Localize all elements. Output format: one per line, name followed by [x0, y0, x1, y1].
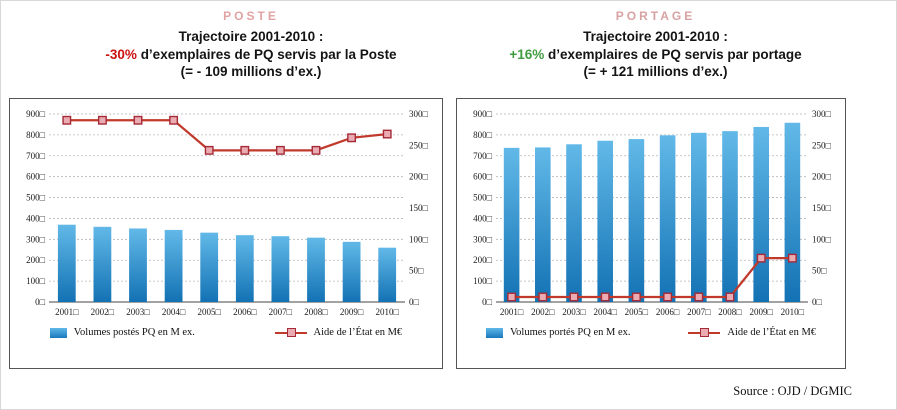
svg-text:700□: 700□ [26, 151, 46, 161]
poste-legend-aide-label: Aide de l’État en M€ [313, 327, 403, 338]
svg-text:500□: 500□ [473, 193, 493, 203]
svg-text:100□: 100□ [409, 234, 429, 244]
poste-percent-value: -30% [105, 46, 137, 62]
svg-text:50□: 50□ [409, 266, 424, 276]
svg-text:2001□: 2001□ [55, 307, 79, 317]
svg-text:800□: 800□ [26, 130, 46, 140]
svg-text:800□: 800□ [473, 130, 493, 140]
poste-trajectory-line: Trajectoire 2001-2010 : [178, 29, 324, 44]
svg-text:2004□: 2004□ [593, 307, 617, 317]
svg-text:200□: 200□ [812, 172, 832, 182]
poste-legend-aide: Aide de l’État en M€ [274, 327, 403, 338]
poste-percent-line: -30% d’exemplaires de PQ servis par la P… [56, 46, 446, 64]
svg-text:2010□: 2010□ [375, 307, 399, 317]
portage-percent-desc: d’exemplaires de PQ servis par portage [544, 46, 802, 62]
portage-chart-panel: 0□ 100□ 200□ 300□ 400□ 500□ 600□ 700□ 800□ 900□ 0□… [456, 98, 846, 369]
svg-text:300□: 300□ [812, 109, 832, 119]
svg-text:0□: 0□ [409, 297, 420, 307]
poste-legend-volumes: Volumes postés PQ en M ex. [49, 327, 195, 338]
portage-legend-aide-label: Aide de l’État en M€ [727, 327, 817, 338]
svg-text:50□: 50□ [812, 266, 827, 276]
portage-trajectory-line: Trajectoire 2001-2010 : [583, 29, 728, 44]
portage-millions-line: (= + 121 millions d’ex.) [583, 64, 728, 80]
svg-text:150□: 150□ [409, 203, 429, 213]
svg-text:2003□: 2003□ [126, 307, 150, 317]
svg-text:600□: 600□ [473, 172, 493, 182]
svg-text:100□: 100□ [473, 276, 493, 286]
poste-legend: Volumes postés PQ en M ex. Aide de l’Éta… [10, 327, 442, 338]
portage-legend: Volumes portés PQ en M ex. Aide de l’Éta… [457, 327, 845, 338]
portage-chart-canvas: 0□ 100□ 200□ 300□ 400□ 500□ 600□ 700□ 800□ 900□ 0□… [473, 109, 832, 317]
line-marker-swatch-icon [274, 327, 307, 338]
source-caption: Source : OJD / DGMIC [733, 384, 852, 398]
portage-legend-volumes-label: Volumes portés PQ en M ex. [509, 327, 631, 338]
poste-title: POSTE [223, 9, 279, 23]
svg-text:2001□: 2001□ [500, 307, 524, 317]
portage-percent-value: +16% [509, 46, 545, 62]
portage-title: PORTAGE [615, 9, 696, 23]
poste-chart-canvas: 0□ 100□ 200□ 300□ 400□ 500□ 600□ 700□ 800□ 900□ 0□… [26, 109, 429, 317]
svg-text:100□: 100□ [26, 276, 46, 286]
svg-text:0□: 0□ [482, 297, 493, 307]
svg-text:0□: 0□ [35, 297, 46, 307]
svg-text:150□: 150□ [812, 203, 832, 213]
svg-text:2006□: 2006□ [656, 307, 680, 317]
bar-swatch-icon [49, 327, 67, 338]
svg-text:600□: 600□ [26, 172, 46, 182]
svg-text:200□: 200□ [473, 255, 493, 265]
svg-text:2004□: 2004□ [162, 307, 186, 317]
svg-text:2010□: 2010□ [781, 307, 805, 317]
portage-header: PORTAGE Trajectoire 2001-2010 : +16% d’e… [463, 9, 848, 81]
poste-legend-volumes-label: Volumes postés PQ en M ex. [73, 327, 195, 338]
poste-chart-panel: 0□ 100□ 200□ 300□ 400□ 500□ 600□ 700□ 800□ 900□ 0□… [9, 98, 443, 369]
svg-text:300□: 300□ [409, 109, 429, 119]
portage-legend-volumes: Volumes portés PQ en M ex. [485, 327, 631, 338]
line-marker-swatch-icon [688, 327, 721, 338]
poste-millions-line: (= - 109 millions d’ex.) [180, 64, 322, 80]
svg-text:200□: 200□ [409, 172, 429, 182]
poste-header: POSTE Trajectoire 2001-2010 : -30% d’exe… [56, 9, 446, 81]
portage-legend-aide: Aide de l’État en M€ [688, 327, 816, 338]
svg-text:500□: 500□ [26, 193, 46, 203]
svg-text:700□: 700□ [473, 151, 493, 161]
svg-text:250□: 250□ [409, 140, 429, 150]
svg-text:400□: 400□ [473, 213, 493, 223]
svg-text:2003□: 2003□ [562, 307, 586, 317]
svg-text:200□: 200□ [26, 255, 46, 265]
svg-text:2005□: 2005□ [625, 307, 649, 317]
svg-text:2008□: 2008□ [304, 307, 328, 317]
svg-text:2009□: 2009□ [749, 307, 773, 317]
svg-text:100□: 100□ [812, 234, 832, 244]
svg-text:2007□: 2007□ [687, 307, 711, 317]
svg-text:400□: 400□ [26, 213, 46, 223]
bar-swatch-icon [485, 327, 503, 338]
svg-text:2006□: 2006□ [233, 307, 257, 317]
svg-text:250□: 250□ [812, 140, 832, 150]
svg-text:0□: 0□ [812, 297, 823, 307]
svg-text:2005□: 2005□ [197, 307, 221, 317]
svg-text:300□: 300□ [26, 234, 46, 244]
svg-text:2002□: 2002□ [531, 307, 555, 317]
svg-text:2008□: 2008□ [718, 307, 742, 317]
portage-percent-line: +16% d’exemplaires de PQ servis par port… [463, 46, 848, 64]
svg-text:900□: 900□ [473, 109, 493, 119]
poste-percent-desc: d’exemplaires de PQ servis par la Poste [136, 46, 397, 62]
svg-text:900□: 900□ [26, 109, 46, 119]
svg-text:2009□: 2009□ [340, 307, 364, 317]
svg-text:2002□: 2002□ [91, 307, 115, 317]
svg-text:300□: 300□ [473, 234, 493, 244]
svg-text:2007□: 2007□ [269, 307, 293, 317]
